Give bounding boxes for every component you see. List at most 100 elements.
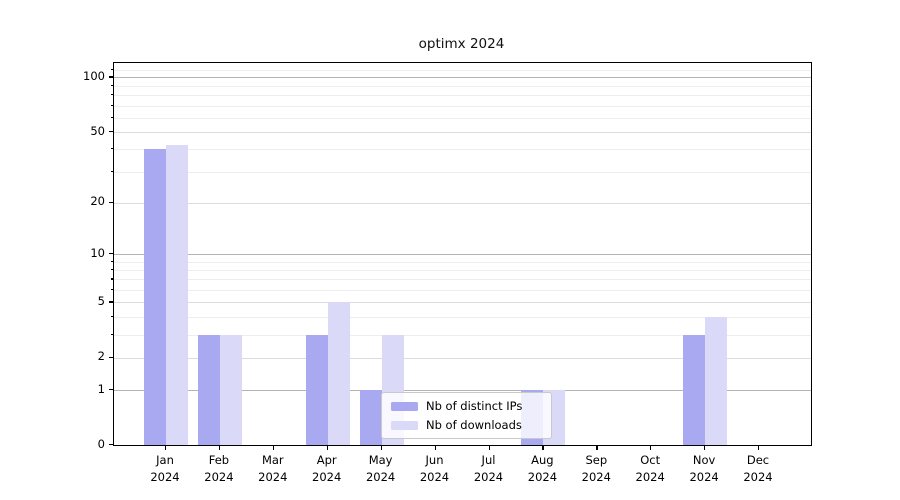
y-tick-mark — [108, 444, 113, 446]
x-tick-mark-sep — [596, 445, 598, 450]
gridline-100 — [114, 77, 811, 79]
x-tick-year: 2024 — [150, 469, 180, 484]
y-tick-mark — [108, 301, 113, 303]
y-minor-tick-mark — [110, 278, 113, 280]
gridline-20 — [114, 202, 811, 204]
bar-jan-downloads — [166, 145, 188, 445]
x-tick-year: 2024 — [689, 469, 719, 484]
x-tick-month: Dec — [746, 453, 770, 467]
gridline-9 — [114, 261, 811, 263]
legend-swatch-distinct-ips — [391, 401, 418, 411]
plot-area: Nb of distinct IPs Nb of downloads — [113, 62, 812, 446]
x-tick-mark-mar — [272, 445, 275, 450]
x-tick-month: Mar — [261, 453, 284, 467]
y-minor-tick-mark — [110, 148, 113, 150]
gridline-110 — [114, 69, 811, 71]
x-tick-label-nov: Nov 2024 — [676, 452, 732, 485]
y-minor-tick-mark — [110, 260, 113, 262]
legend-label-distinct-ips: Nb of distinct IPs — [426, 399, 523, 413]
y-minor-tick-mark — [110, 269, 113, 271]
bar-nov-downloads — [705, 316, 728, 445]
x-tick-mark-feb — [218, 445, 221, 450]
x-tick-mark-jul — [488, 445, 490, 450]
gridline-10 — [114, 254, 811, 255]
x-tick-month: Aug — [531, 453, 554, 467]
gridline-2 — [114, 357, 811, 359]
x-tick-mark-may — [380, 445, 382, 450]
x-tick-year: 2024 — [527, 469, 558, 484]
x-tick-mark-dec — [758, 445, 760, 450]
y-tick-label-0: 0 — [97, 437, 105, 451]
x-tick-year: 2024 — [419, 469, 450, 484]
y-tick-label-10: 10 — [90, 246, 105, 260]
gridline-80 — [114, 95, 811, 96]
x-tick-label-oct: Oct 2024 — [622, 452, 678, 485]
x-tick-month: Jun — [425, 453, 444, 467]
y-tick-mark — [108, 253, 113, 255]
x-tick-month: Jan — [156, 453, 174, 467]
x-tick-label-dec: Dec 2024 — [730, 452, 786, 485]
x-tick-year: 2024 — [312, 469, 342, 484]
x-tick-label-sep: Sep 2024 — [568, 452, 624, 485]
legend-label-downloads: Nb of downloads — [426, 418, 522, 432]
x-tick-month: Jul — [481, 453, 496, 467]
x-tick-mark-aug — [542, 445, 544, 450]
gridline-30 — [114, 171, 811, 173]
x-tick-month: Sep — [585, 453, 608, 467]
y-minor-tick-mark — [110, 94, 113, 96]
gridline-50 — [114, 131, 811, 133]
x-tick-month: Feb — [208, 453, 230, 467]
x-tick-mark-apr — [326, 445, 328, 450]
gridline-70 — [114, 105, 811, 107]
bar-may-distinct-ips — [359, 389, 382, 445]
y-tick-label-20: 20 — [90, 194, 105, 209]
x-tick-label-jul: Jul 2024 — [461, 452, 517, 485]
x-tick-year: 2024 — [258, 469, 288, 484]
y-tick-label-2: 2 — [97, 349, 105, 364]
x-tick-year: 2024 — [365, 469, 396, 484]
x-tick-month: Oct — [640, 453, 661, 467]
chart-title: optimx 2024 — [418, 36, 505, 52]
x-tick-month: Apr — [316, 453, 337, 467]
y-tick-mark — [108, 130, 113, 133]
y-tick-mark — [108, 388, 113, 391]
gridline-90 — [114, 85, 811, 87]
bar-apr-distinct-ips — [305, 334, 328, 445]
y-minor-tick-mark — [110, 116, 113, 118]
y-tick-mark — [108, 76, 113, 78]
y-minor-tick-mark — [110, 289, 113, 291]
y-minor-tick-mark — [110, 84, 113, 86]
gridline-3 — [114, 334, 811, 336]
x-tick-label-mar: Mar 2024 — [245, 452, 301, 485]
x-tick-label-feb: Feb 2024 — [191, 452, 247, 485]
gridline-8 — [114, 270, 811, 271]
gridline-1 — [114, 389, 811, 391]
x-tick-label-apr: Apr 2024 — [299, 452, 355, 485]
y-minor-tick-mark — [110, 333, 113, 335]
y-minor-tick-mark — [110, 104, 113, 106]
legend-swatch-downloads — [391, 420, 418, 430]
x-tick-month: May — [368, 453, 393, 467]
y-minor-tick-mark — [110, 315, 113, 318]
x-tick-year: 2024 — [473, 469, 504, 484]
legend: Nb of distinct IPs Nb of downloads — [381, 392, 552, 439]
x-tick-label-jun: Jun 2024 — [407, 452, 463, 485]
x-tick-mark-nov — [704, 445, 706, 450]
bar-feb-downloads — [219, 334, 242, 445]
y-tick-label-5: 5 — [97, 294, 105, 309]
bar-jan-distinct-ips — [144, 149, 166, 445]
x-tick-label-aug: Aug 2024 — [514, 452, 570, 485]
y-tick-mark — [108, 201, 113, 203]
x-tick-label-jan: Jan 2024 — [137, 452, 193, 485]
gridline-6 — [114, 290, 811, 291]
gridline-7 — [114, 279, 811, 281]
x-tick-mark-jun — [434, 445, 436, 450]
y-tick-mark — [108, 356, 113, 358]
legend-item-distinct-ips: Nb of distinct IPs — [391, 399, 543, 413]
x-tick-mark-jan — [165, 445, 167, 450]
bar-apr-downloads — [327, 302, 350, 445]
gridline-4 — [114, 316, 811, 318]
y-tick-label-50: 50 — [90, 123, 105, 138]
legend-item-downloads: Nb of downloads — [391, 418, 543, 432]
